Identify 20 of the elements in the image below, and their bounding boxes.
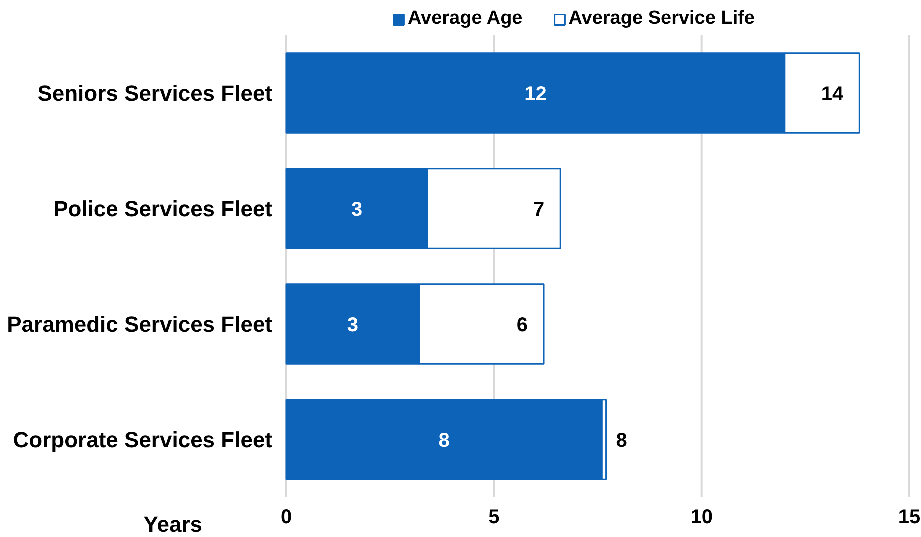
- y-tick-label: Police Services Fleet: [54, 196, 274, 222]
- y-tick-label: Paramedic Services Fleet: [7, 312, 274, 337]
- legend-label: Average Age: [408, 8, 523, 30]
- total-label: 7: [533, 198, 545, 221]
- data-label: 3: [347, 314, 359, 336]
- x-tick-label: 0: [280, 506, 292, 528]
- y-tick-label: Seniors Services Fleet: [38, 80, 274, 106]
- x-axis-title: Years: [144, 512, 203, 537]
- data-label: 8: [438, 430, 450, 452]
- data-label: 12: [524, 83, 547, 106]
- x-tick-label: 10: [690, 506, 713, 528]
- x-tick-label: 5: [488, 506, 500, 528]
- y-tick-label: Corporate Services Fleet: [13, 427, 274, 452]
- bar: [286, 399, 603, 480]
- legend-label: Average Service Life: [568, 8, 755, 30]
- total-label: 6: [516, 314, 528, 336]
- total-label: 8: [616, 430, 628, 452]
- x-tick-label: 15: [898, 506, 921, 528]
- data-label: 3: [352, 198, 363, 221]
- total-label: 14: [821, 83, 845, 106]
